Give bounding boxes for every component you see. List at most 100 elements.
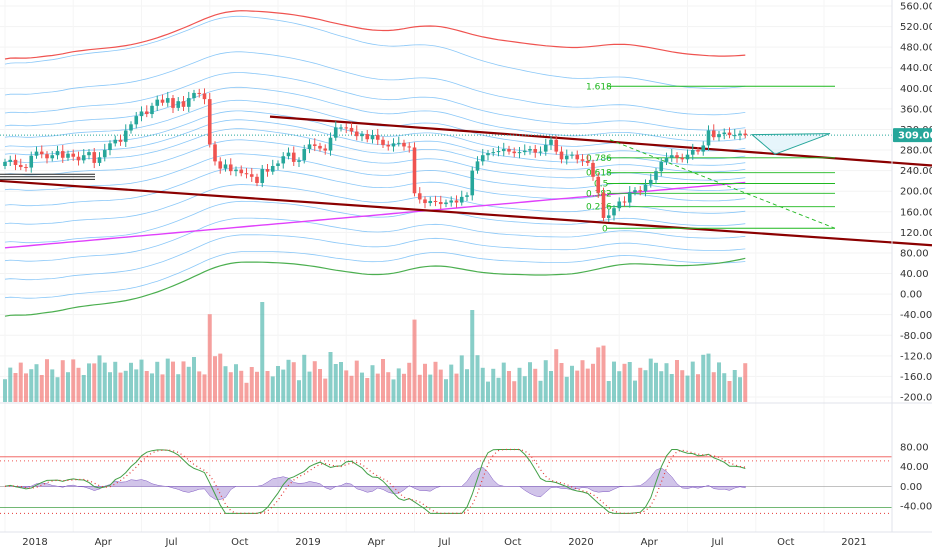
time-axis-tick-label: Apr xyxy=(95,537,113,548)
volume-bar xyxy=(617,371,622,402)
volume-bar xyxy=(118,372,123,402)
candle-body xyxy=(680,157,685,160)
candle-body xyxy=(171,98,175,108)
volume-bar xyxy=(66,372,70,402)
candle-body xyxy=(181,101,186,107)
candle-body xyxy=(155,99,160,106)
volume-bar xyxy=(144,371,149,402)
candle-body xyxy=(465,195,469,197)
volume-bar xyxy=(102,362,107,402)
candle-body xyxy=(559,151,564,160)
volume-bar xyxy=(260,302,265,402)
volume-bar xyxy=(244,382,249,402)
candle-body xyxy=(475,161,480,171)
volume-bar xyxy=(360,372,364,402)
price-axis-tick-label: 240.00 xyxy=(900,166,932,177)
candle-body xyxy=(606,215,611,218)
fib-level-label: 0.5 xyxy=(594,179,608,189)
volume-bar xyxy=(738,377,742,402)
price-axis-tick-label: 200.00 xyxy=(900,187,932,198)
volume-bar xyxy=(727,381,732,402)
candle-body xyxy=(55,151,60,156)
fib-level-label: 0.618 xyxy=(586,169,612,179)
volume-bar xyxy=(717,362,721,402)
candle-body xyxy=(13,159,18,165)
candle-body xyxy=(633,190,637,193)
candle-body xyxy=(722,132,727,135)
price-axis-tick-label: 80.00 xyxy=(900,248,929,259)
volume-bar xyxy=(654,362,658,402)
candle-body xyxy=(3,161,7,167)
volume-bar xyxy=(402,373,406,402)
candle-body xyxy=(690,150,695,155)
candle-body xyxy=(349,127,354,132)
candle-body xyxy=(386,144,391,147)
price-axis-tick-label: 400.00 xyxy=(900,84,932,95)
candle-body xyxy=(318,145,322,149)
candle-body xyxy=(66,153,70,158)
candle-body xyxy=(297,160,301,162)
candle-body xyxy=(575,154,580,160)
volume-bar xyxy=(596,347,601,402)
volume-bar xyxy=(675,360,679,402)
volume-bar xyxy=(412,319,417,402)
volume-bar xyxy=(638,367,643,402)
candle-body xyxy=(617,201,622,209)
volume-bar xyxy=(291,362,296,402)
envelope-band-line xyxy=(4,184,746,225)
candle-body xyxy=(549,139,553,145)
envelope-band-line xyxy=(4,153,746,191)
envelope-band-line xyxy=(4,217,746,262)
volume-bar xyxy=(438,369,443,402)
oscillator-pane xyxy=(0,448,892,514)
volume-bar xyxy=(722,373,727,402)
price-axis-tick-label: 0.00 xyxy=(900,290,922,301)
candle-body xyxy=(249,174,254,177)
volume-bar xyxy=(696,374,700,402)
volume-bar xyxy=(501,362,506,402)
volume-bar xyxy=(255,371,259,402)
time-axis-tick-label: Oct xyxy=(777,537,794,548)
candle-body xyxy=(29,155,34,168)
volume-bar xyxy=(633,380,637,402)
candle-body xyxy=(727,132,732,136)
candle-body xyxy=(113,139,118,144)
candle-body xyxy=(528,149,532,151)
volume-bar xyxy=(475,355,480,402)
candle-body xyxy=(123,130,128,142)
volume-bar xyxy=(575,370,580,402)
volume-bar xyxy=(554,349,559,402)
last-price-tag xyxy=(893,128,932,143)
volume-bar xyxy=(706,353,711,402)
volume-bar xyxy=(370,365,375,402)
candle-body xyxy=(34,151,39,156)
candle-body xyxy=(428,200,433,204)
volume-bar xyxy=(223,366,228,402)
volume-bar xyxy=(417,374,422,402)
envelope-band-line xyxy=(4,15,746,89)
volume-bar xyxy=(549,371,553,402)
candle-body xyxy=(627,192,632,203)
candle-body xyxy=(717,134,721,138)
volume-bar xyxy=(165,358,170,402)
candle-body xyxy=(675,155,679,158)
volume-bar xyxy=(381,359,385,402)
candle-body xyxy=(706,130,711,146)
time-axis-tick-label: Apr xyxy=(368,537,386,548)
volume-bar xyxy=(87,363,91,402)
volume-bar xyxy=(24,373,28,402)
candle-body xyxy=(186,98,191,107)
candle-body xyxy=(412,147,417,194)
time-axis-tick-label: Jul xyxy=(710,537,723,548)
volume-bar xyxy=(664,363,669,402)
volume-bar xyxy=(491,368,496,402)
candle-body xyxy=(375,135,380,140)
volume-bar xyxy=(339,362,343,402)
candle-body xyxy=(696,150,700,152)
candle-body xyxy=(8,159,13,162)
volume-bar xyxy=(207,314,212,402)
volume-bar xyxy=(517,367,522,402)
oscillator-axis-tick-label: 80.00 xyxy=(900,443,929,454)
volume-bar xyxy=(113,361,118,402)
